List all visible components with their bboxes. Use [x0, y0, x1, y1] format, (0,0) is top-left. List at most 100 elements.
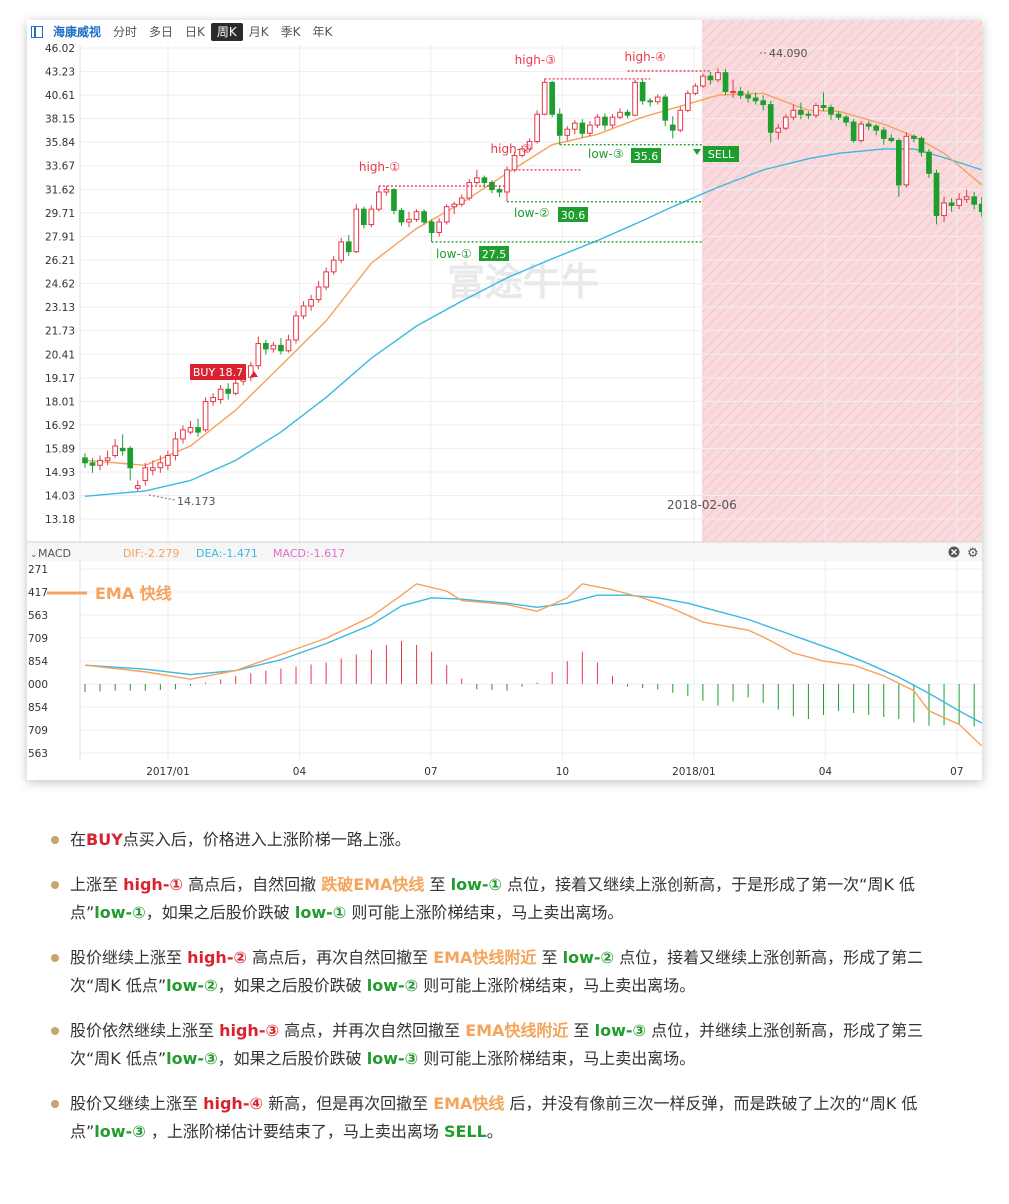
- time-tick-label: 07: [424, 766, 437, 778]
- tab-4[interactable]: 月K: [248, 25, 269, 39]
- hatch-line: [702, 20, 975, 293]
- low-value: 27.5: [482, 248, 507, 261]
- candle-body: [270, 344, 277, 350]
- annotation-label: high-③: [515, 53, 556, 67]
- candle-body: [89, 462, 96, 466]
- candle-body: [685, 92, 691, 111]
- bullet-item: 股价继续上涨至 high-② 高点后，再次自然回撤至 EMA快线附近 至 low…: [48, 944, 948, 1000]
- time-tick-label: 07: [950, 766, 963, 778]
- hatch-line: [801, 361, 982, 542]
- candle-body: [602, 116, 608, 126]
- price-tick-label: 20.41: [45, 349, 75, 361]
- price-tick-label: 16.92: [45, 420, 75, 432]
- candle-body: [828, 106, 834, 115]
- candle-body: [639, 81, 646, 102]
- bullet-text: 至: [424, 875, 451, 894]
- hatch-line: [702, 20, 845, 163]
- candlesticks: [82, 68, 982, 491]
- candle-body: [564, 128, 571, 136]
- period-tabs: 分时 多日 日K 周K 月K 季K 年K: [107, 23, 338, 41]
- tab-2[interactable]: 日K: [185, 25, 205, 39]
- tab-6[interactable]: 年K: [312, 25, 333, 39]
- macd-toggle-icon[interactable]: ⌄: [30, 550, 38, 560]
- candle-body: [398, 209, 405, 223]
- low-value-box: [558, 207, 588, 222]
- candle-body: [436, 221, 443, 233]
- hatch-line: [702, 51, 982, 333]
- panel-toggle-icon[interactable]: [31, 26, 43, 38]
- bullet-text: BUY: [86, 830, 123, 849]
- close-icon[interactable]: [948, 546, 960, 558]
- candle-body: [202, 401, 209, 431]
- hatch-line: [702, 101, 982, 383]
- annotation-label: high-④: [625, 50, 666, 64]
- candle-body: [293, 315, 299, 341]
- low-value: 35.6: [634, 150, 659, 163]
- hatch-line: [702, 231, 982, 513]
- candle-body: [594, 116, 601, 126]
- candle-body: [707, 75, 714, 81]
- price-tick-label: 31.62: [45, 184, 75, 196]
- price-tick-label: 24.62: [45, 279, 75, 291]
- price-tick-label: 14.03: [45, 490, 75, 502]
- hatch-line: [702, 20, 815, 133]
- macd-tick-label: 4.271: [27, 564, 48, 576]
- candle-body: [971, 196, 978, 205]
- candle-body: [263, 343, 269, 350]
- hatch-line: [702, 20, 805, 123]
- candle-body: [391, 189, 397, 211]
- bullet-text: 高点后，自然回撤: [183, 875, 322, 894]
- hatch-line: [881, 441, 982, 542]
- tab-1[interactable]: 多日: [149, 25, 174, 39]
- tab-5[interactable]: 季K: [280, 25, 301, 39]
- annotation-label: high-①: [359, 160, 400, 174]
- hatch-line: [702, 261, 982, 542]
- price-tick-label: 27.91: [45, 231, 75, 243]
- bullet-text: 在: [70, 830, 87, 849]
- macd-tick-label: -1.709: [27, 725, 48, 737]
- tab-0[interactable]: 分时: [113, 25, 138, 39]
- hatch-line: [702, 111, 982, 393]
- candle-body: [496, 189, 503, 193]
- candle-body: [315, 286, 322, 301]
- price-tick-label: 29.71: [45, 208, 75, 220]
- sell-zone-hatch: [702, 20, 982, 542]
- hatch-line: [891, 451, 982, 542]
- candle-body: [187, 427, 194, 433]
- hatch-line: [702, 141, 982, 423]
- candle-body: [225, 388, 232, 394]
- time-axis: 2017/01 04 07 10 2018/01 04 07: [146, 766, 963, 778]
- candle-body: [195, 427, 201, 433]
- buy-arrow-icon: [250, 371, 258, 377]
- hatch-line: [702, 151, 982, 433]
- candle-body: [330, 259, 337, 273]
- candle-body: [790, 109, 797, 118]
- candle-body: [880, 129, 887, 139]
- hatch-line: [702, 181, 982, 463]
- gear-icon[interactable]: ⚙: [967, 546, 979, 561]
- hatch-line: [741, 301, 982, 542]
- hatch-line: [702, 91, 982, 373]
- sell-arrow-icon: [693, 149, 701, 155]
- macd-name[interactable]: MACD: [38, 547, 71, 560]
- tab-3[interactable]: 周K: [210, 23, 243, 41]
- candle-body: [587, 124, 593, 134]
- candle-body: [903, 135, 910, 186]
- hatch-line: [702, 20, 945, 263]
- macd-tick-label: 3.417: [27, 587, 48, 599]
- candle-body: [210, 396, 216, 403]
- macd-tick-label: 1.709: [27, 633, 48, 645]
- candle-body: [941, 202, 947, 217]
- bullet-text: 则可能上涨阶梯结束，马上卖出离场。: [418, 1049, 696, 1068]
- buy-label: BUY 18.7: [193, 366, 243, 379]
- ema-lines: [84, 92, 982, 497]
- candle-body: [978, 203, 982, 213]
- candle-body: [97, 459, 103, 466]
- annotation-label: low-①: [436, 247, 472, 261]
- stock-name[interactable]: 海康威视: [53, 25, 102, 39]
- candle-body: [752, 97, 759, 102]
- bullet-text: high-②: [187, 948, 247, 967]
- price-tick-label: 15.89: [45, 444, 75, 456]
- bullet-text: SELL: [443, 1122, 487, 1141]
- candle-body: [647, 100, 653, 103]
